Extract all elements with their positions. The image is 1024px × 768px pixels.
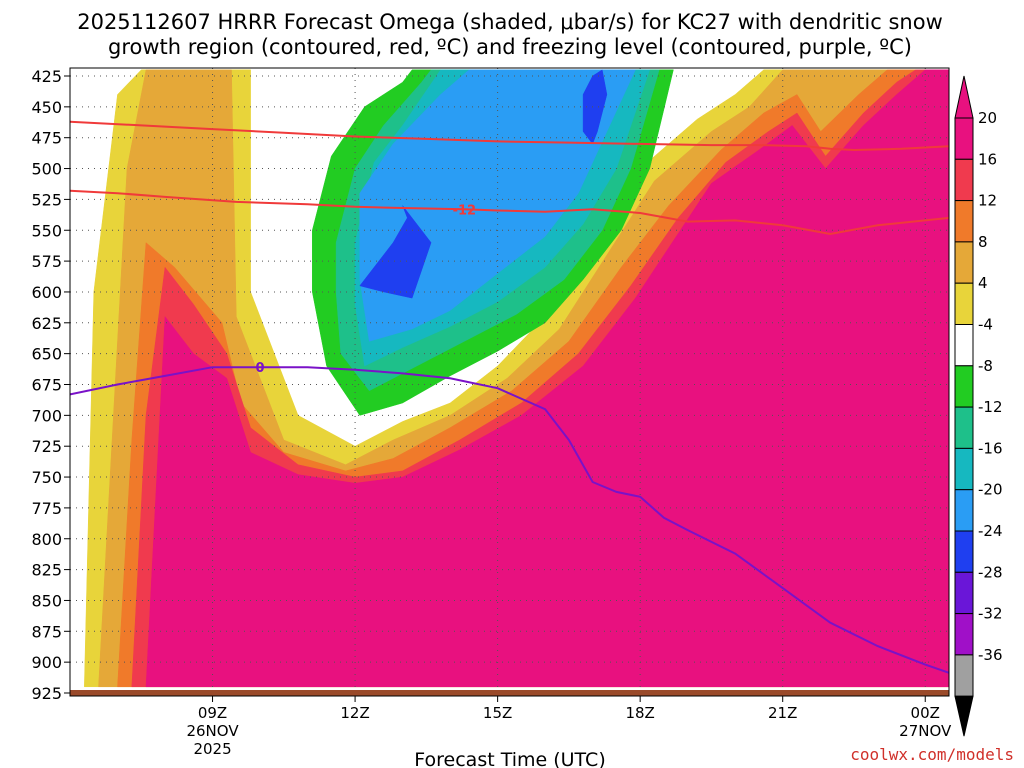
ground-strip	[70, 690, 949, 696]
x-tick-year-09Z: 2025	[193, 740, 231, 758]
colorbar-swatch-10	[954, 530, 974, 573]
contour-dgz-lower	[70, 189, 949, 236]
colorbar-label--16: -16	[978, 439, 1003, 457]
colorbar-label-12: 12	[978, 192, 997, 210]
y-tick-label-550: 550	[31, 221, 62, 240]
y-tick-label-725: 725	[31, 437, 62, 456]
y-tick-label-475: 475	[31, 129, 62, 148]
colorbar-swatch-12	[954, 613, 974, 656]
y-tick-label-850: 850	[31, 591, 62, 610]
omega-region--20-9	[359, 205, 432, 299]
contour-freezing-level	[70, 366, 949, 674]
grid	[70, 68, 949, 696]
colorbar-label--24: -24	[978, 522, 1003, 540]
contours: -12 0	[70, 120, 949, 674]
colorbar-swatch-13	[954, 654, 974, 697]
x-tick-label-15Z: 15Z	[483, 704, 512, 722]
y-tick-label-500: 500	[31, 160, 62, 179]
y-tick-label-700: 700	[31, 406, 62, 425]
x-tick-label-21Z: 21Z	[768, 704, 797, 722]
y-tick-label-800: 800	[31, 530, 62, 549]
x-tick-label-12Z: 12Z	[340, 704, 369, 722]
colorbar-swatch-11	[954, 571, 974, 615]
colorbar-swatch-2	[954, 200, 974, 243]
x-tick-date-09Z: 26NOV	[186, 722, 239, 740]
y-tick-label-650: 650	[31, 345, 62, 364]
colorbar-swatch-6	[954, 365, 974, 408]
colorbar-label--20: -20	[978, 481, 1003, 499]
contour-label-freezing-level: 0	[256, 361, 265, 376]
colorbar-swatch-8	[954, 447, 974, 491]
colorbar-swatch-0	[954, 117, 974, 160]
colorbar-label-4: 4	[978, 274, 988, 292]
omega-fields	[84, 69, 949, 688]
y-tick-label-625: 625	[31, 314, 62, 333]
y-tick-label-450: 450	[31, 98, 62, 117]
colorbar-label-16: 16	[978, 150, 997, 168]
x-tick-label-09Z: 09Z	[198, 704, 227, 722]
colorbar-label--36: -36	[978, 646, 1003, 664]
colorbar-top-arrow	[954, 75, 974, 119]
x-tick-label-00Z: 00Z	[911, 704, 940, 722]
colorbar-bottom-arrow	[954, 695, 974, 737]
x-axis-label: Forecast Time (UTC)	[414, 749, 605, 768]
y-tick-label-775: 775	[31, 499, 62, 518]
y-tick-label-600: 600	[31, 283, 62, 302]
y-tick-label-900: 900	[31, 653, 62, 672]
credit-text: coolwx.com/models	[850, 745, 1014, 764]
colorbar-label-20: 20	[978, 109, 997, 127]
omega-region--20-10	[582, 69, 608, 145]
colorbar-swatch-4	[954, 282, 974, 326]
y-tick-label-750: 750	[31, 468, 62, 487]
omega-region--16-8	[359, 69, 636, 342]
colorbar: 20 16 12 8 4 -4 -8 -12 -16 -20 -24 -28 -32 -36	[954, 75, 1003, 737]
colorbar-label--12: -12	[978, 398, 1003, 416]
y-tick-label-575: 575	[31, 252, 62, 271]
y-axis: 425 450 475 500 525 550 575 600 625 650 675 700 725 7…	[31, 67, 70, 703]
y-tick-label-675: 675	[31, 376, 62, 395]
y-tick-label-525: 525	[31, 190, 62, 209]
colorbar-swatch-7	[954, 406, 974, 449]
y-tick-label-925: 925	[31, 684, 62, 703]
colorbar-label-8: 8	[978, 233, 988, 251]
y-tick-label-425: 425	[31, 67, 62, 86]
colorbar-swatch-5	[954, 324, 974, 367]
colorbar-label--8: -8	[978, 357, 993, 375]
y-tick-label-875: 875	[31, 622, 62, 641]
title-line2: growth region (contoured, red, ºC) and f…	[108, 35, 912, 59]
colorbar-label--28: -28	[978, 563, 1003, 581]
title-line1: 2025112607 HRRR Forecast Omega (shaded, …	[77, 10, 943, 34]
contour-dgz-upper	[70, 120, 949, 152]
x-tick-date-00Z: 27NOV	[899, 722, 952, 740]
contour-label-dgz-lower: -12	[453, 203, 477, 218]
colorbar-swatch-3	[954, 241, 974, 284]
plot-frame	[69, 67, 950, 697]
x-tick-label-18Z: 18Z	[625, 704, 654, 722]
colorbar-swatch-1	[954, 158, 974, 202]
y-tick-label-825: 825	[31, 561, 62, 580]
colorbar-label--4: -4	[978, 316, 993, 334]
colorbar-swatch-9	[954, 489, 974, 532]
colorbar-label--32: -32	[978, 605, 1003, 623]
